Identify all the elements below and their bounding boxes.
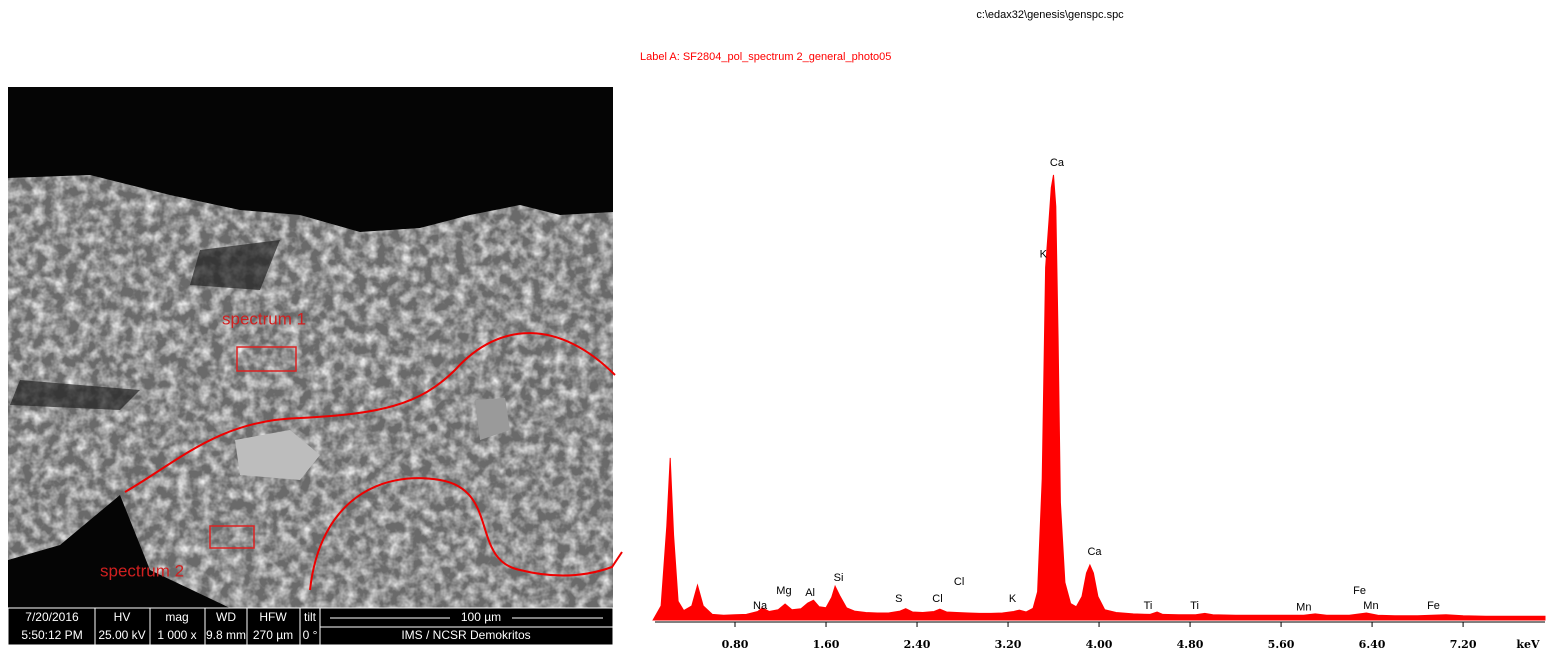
- peak-label: Fe: [1427, 600, 1440, 612]
- peak-label: Ca: [1050, 157, 1065, 169]
- hfw-label: HFW: [259, 610, 287, 624]
- spectrum-area: [652, 174, 1546, 621]
- wd-label: WD: [216, 610, 236, 624]
- info-bar: 7/20/2016 5:50:12 PM HV 25.00 kV mag 1 0…: [7, 607, 614, 646]
- time: 5:50:12 PM: [21, 628, 82, 642]
- peak-label: Cl: [954, 576, 964, 588]
- peak-label: S: [895, 593, 902, 605]
- institution: IMS / NCSR Demokritos: [401, 628, 530, 642]
- peak-label: Fe: [1353, 585, 1366, 597]
- x-tick-label: 3.20: [995, 638, 1022, 650]
- peak-label: Ti: [1190, 600, 1199, 612]
- x-tick-label: 1.60: [813, 638, 840, 650]
- x-tick-label: 4.00: [1086, 638, 1113, 650]
- annotation: spectrum 1: [222, 309, 306, 328]
- hfw: 270 µm: [253, 628, 293, 642]
- x-tick-label: 6.40: [1359, 638, 1386, 650]
- x-tick-label: 0.80: [722, 638, 749, 650]
- peak-label: Mn: [1296, 602, 1311, 614]
- sem-image: spectrum 1 spectrum 2 7/20/2016 5:50:12 …: [7, 87, 623, 646]
- date: 7/20/2016: [25, 610, 79, 624]
- hv-label: HV: [114, 610, 131, 624]
- x-tick-label: 2.40: [904, 638, 931, 650]
- sample-region: [8, 175, 613, 608]
- tilt-label: tilt: [304, 610, 317, 624]
- x-tick-label: 5.60: [1268, 638, 1295, 650]
- peak-label: Ti: [1144, 600, 1153, 612]
- mag: 1 000 x: [157, 628, 196, 642]
- file-path: c:\edax32\genesis\genspc.spc: [976, 9, 1124, 21]
- x-axis-label: keV: [1516, 638, 1540, 650]
- peak-label: K: [1009, 593, 1017, 605]
- annotation: spectrum 2: [100, 561, 184, 580]
- peak-label: Al: [805, 587, 815, 599]
- peak-label: Mg: [776, 585, 791, 597]
- wd: 9.8 mm: [206, 628, 246, 642]
- peak-label: Na: [753, 600, 768, 612]
- peak-label: Ca: [1087, 546, 1102, 558]
- peak-label: K: [1040, 249, 1048, 261]
- x-tick-label: 4.80: [1177, 638, 1204, 650]
- spectrum-label: Label A: SF2804_pol_spectrum 2_general_p…: [640, 51, 891, 63]
- tilt: 0 °: [303, 628, 318, 642]
- spectrum-chart: keV 0.80 1.60 2.40 3.20 4.00 4.80 5.60 6.40 7.20…: [652, 157, 1546, 650]
- peak-label: Mn: [1363, 600, 1378, 612]
- mag-label: mag: [165, 610, 188, 624]
- peak-label: Cl: [932, 593, 942, 605]
- hv: 25.00 kV: [98, 628, 145, 642]
- peak-label: Si: [834, 572, 844, 584]
- scale-bar-label: 100 µm: [461, 610, 501, 624]
- x-tick-label: 7.20: [1450, 638, 1477, 650]
